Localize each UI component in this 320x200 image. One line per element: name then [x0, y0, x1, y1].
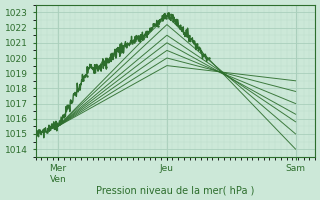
X-axis label: Pression niveau de la mer( hPa ): Pression niveau de la mer( hPa )	[96, 185, 254, 195]
